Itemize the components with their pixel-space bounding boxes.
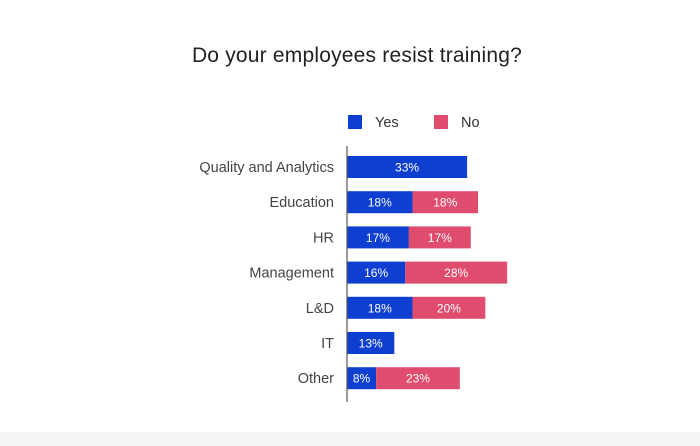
legend-label-no: No xyxy=(461,115,480,131)
chart-title: Do your employees resist training? xyxy=(191,44,523,67)
bar-quality-and-analytics-yes xyxy=(347,156,468,178)
value-label-l-d-no: 20% xyxy=(437,301,461,315)
category-labels: Quality and Analytics Education HR Manageme… xyxy=(199,160,334,387)
category-label-other: Other xyxy=(298,371,334,387)
value-label-education-yes: 18% xyxy=(368,196,392,210)
value-label-other-yes: 8% xyxy=(353,372,371,386)
bar-other-yes xyxy=(347,367,377,390)
category-label-quality-and-analytics: Quality and Analytics xyxy=(199,160,334,176)
bar-management-yes xyxy=(347,261,406,284)
value-label-education-no: 18% xyxy=(433,196,457,210)
bar-education-yes xyxy=(347,191,413,214)
category-label-it: IT xyxy=(321,336,334,352)
bar-hr-yes xyxy=(347,226,409,249)
category-label-hr: HR xyxy=(313,230,334,246)
bar-l-d-no xyxy=(412,296,486,319)
value-label-quality-and-analytics-yes: 33% xyxy=(395,161,419,175)
value-label-management-no: 28% xyxy=(444,266,468,280)
value-label-other-no: 23% xyxy=(406,372,430,386)
bar-l-d-yes xyxy=(347,296,413,319)
bar-it-yes xyxy=(347,332,395,354)
value-label-hr-no: 17% xyxy=(428,231,452,245)
value-label-management-yes: 16% xyxy=(364,266,388,280)
value-label-l-d-yes: 18% xyxy=(368,301,392,315)
value-label-hr-yes: 17% xyxy=(366,231,390,245)
legend-swatch-yes xyxy=(348,115,362,129)
bar-hr-no xyxy=(408,226,471,249)
bars: 33% 18% 18% 17% 17% 16% 28% 18% 20% 13% 8% 23% xyxy=(347,156,508,390)
bar-education-no xyxy=(412,191,479,214)
footer-band xyxy=(0,432,700,446)
category-label-education: Education xyxy=(270,195,335,211)
legend: Yes No xyxy=(348,115,480,131)
legend-swatch-no xyxy=(434,115,448,129)
legend-label-yes: Yes xyxy=(375,115,399,131)
category-label-management: Management xyxy=(249,266,334,282)
bar-management-no xyxy=(405,261,508,284)
bar-other-no xyxy=(376,367,460,390)
category-label-l-d: L&D xyxy=(306,301,334,317)
value-label-it-yes: 13% xyxy=(359,337,383,351)
